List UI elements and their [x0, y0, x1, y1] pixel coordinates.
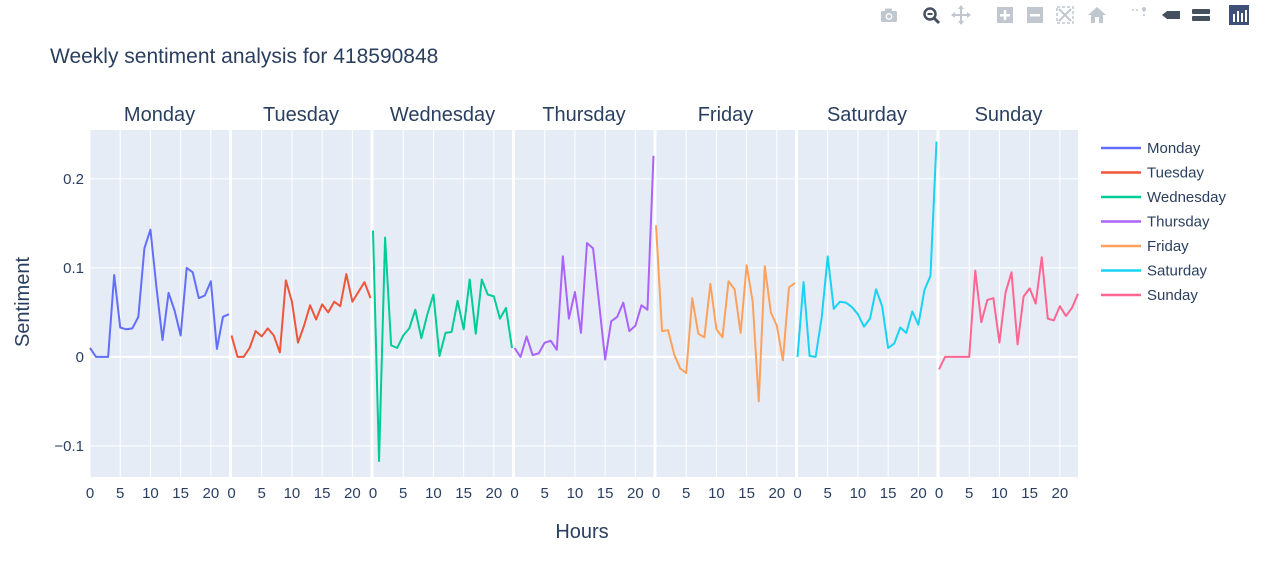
- zoom-in-icon[interactable]: [994, 4, 1016, 26]
- zoom-icon[interactable]: [920, 4, 942, 26]
- x-tick-label: 20: [1052, 485, 1069, 502]
- facet-panel-tuesday: Tuesday 0 5 10 15 20: [227, 104, 372, 502]
- x-tick-label: 20: [627, 485, 644, 502]
- legend-label: Tuesday: [1147, 165, 1204, 182]
- legend-label: Monday: [1147, 140, 1201, 157]
- x-tick-label: 10: [991, 485, 1008, 502]
- pan-icon[interactable]: [950, 4, 972, 26]
- y-tick-label: 0.2: [63, 171, 84, 188]
- plot-background: [939, 130, 1078, 477]
- x-tick-label: 0: [86, 485, 94, 502]
- x-tick-label: 20: [769, 485, 786, 502]
- autoscale-icon[interactable]: [1054, 4, 1076, 26]
- x-tick-label: 5: [541, 485, 549, 502]
- x-tick-label: 10: [142, 485, 159, 502]
- plot-background: [231, 130, 371, 477]
- legend-item-saturday[interactable]: Saturday: [1101, 263, 1208, 280]
- x-tick-label: 5: [824, 485, 832, 502]
- x-tick-label: 0: [935, 485, 943, 502]
- x-tick-label: 15: [172, 485, 189, 502]
- legend-label: Thursday: [1147, 214, 1210, 231]
- facet-panel-saturday: Saturday 0 5 10 15 20: [793, 104, 938, 502]
- home-icon[interactable]: [1086, 4, 1108, 26]
- legend-label: Saturday: [1147, 263, 1208, 280]
- facet-title-thursday: Thursday: [542, 104, 625, 126]
- y-axis-title: Sentiment: [12, 257, 34, 347]
- chart-title: Weekly sentiment analysis for 418590848: [50, 45, 438, 68]
- facet-title-friday: Friday: [698, 104, 754, 126]
- x-tick-label: 15: [314, 485, 331, 502]
- x-tick-label: 15: [738, 485, 755, 502]
- series-line-saturday[interactable]: [796, 141, 938, 358]
- x-tick-label: 15: [597, 485, 614, 502]
- x-tick-label: 10: [284, 485, 301, 502]
- legend-label: Wednesday: [1147, 189, 1226, 206]
- x-tick-label: 20: [203, 485, 220, 502]
- x-tick-label: 0: [227, 485, 235, 502]
- x-tick-label: 5: [965, 485, 973, 502]
- hover-closest-icon[interactable]: [1160, 4, 1182, 26]
- plot-background: [514, 130, 654, 477]
- x-tick-label: 15: [455, 485, 472, 502]
- x-tick-label: 0: [510, 485, 518, 502]
- x-tick-label: 0: [369, 485, 377, 502]
- x-tick-label: 5: [116, 485, 124, 502]
- series-line-wednesday[interactable]: [372, 230, 513, 462]
- series-line-thursday[interactable]: [513, 155, 655, 361]
- legend-item-monday[interactable]: Monday: [1101, 140, 1201, 157]
- facets: −0.1 0 0.1 0.2 Monday 0 5 10 15 20 Tuesday 0 5 10 15 20…: [54, 104, 1079, 502]
- x-tick-label: 10: [708, 485, 725, 502]
- legend-item-thursday[interactable]: Thursday: [1101, 214, 1210, 231]
- series-line-friday[interactable]: [655, 225, 796, 403]
- plot-background: [797, 130, 937, 477]
- facet-title-wednesday: Wednesday: [390, 104, 495, 126]
- legend-label: Sunday: [1147, 287, 1198, 304]
- plot-background: [90, 130, 229, 477]
- y-tick-label: 0: [76, 349, 84, 366]
- x-tick-label: 10: [567, 485, 584, 502]
- x-tick-label: 20: [486, 485, 503, 502]
- legend-label: Friday: [1147, 238, 1189, 255]
- x-tick-label: 5: [258, 485, 266, 502]
- series-line-tuesday[interactable]: [230, 273, 372, 358]
- x-tick-label: 5: [682, 485, 690, 502]
- facet-title-tuesday: Tuesday: [263, 104, 339, 126]
- plot-background: [373, 130, 512, 477]
- facet-title-saturday: Saturday: [827, 104, 907, 126]
- zoom-out-icon[interactable]: [1024, 4, 1046, 26]
- camera-icon[interactable]: [878, 4, 900, 26]
- x-tick-label: 15: [1021, 485, 1038, 502]
- series-line-sunday[interactable]: [938, 256, 1079, 370]
- x-tick-label: 0: [652, 485, 660, 502]
- plotly-logo-icon[interactable]: [1228, 4, 1250, 26]
- facet-panel-monday: Monday 0 5 10 15 20: [86, 104, 230, 502]
- x-axis-title: Hours: [555, 521, 608, 543]
- y-tick-label: −0.1: [54, 438, 84, 455]
- facet-panel-sunday: Sunday 0 5 10 15 20: [935, 104, 1079, 502]
- x-tick-label: 20: [344, 485, 361, 502]
- facet-panel-friday: Friday 0 5 10 15 20: [652, 104, 796, 502]
- legend-item-friday[interactable]: Friday: [1101, 238, 1189, 255]
- spike-lines-icon[interactable]: [1128, 4, 1150, 26]
- legend-item-wednesday[interactable]: Wednesday: [1101, 189, 1226, 206]
- hover-compare-icon[interactable]: [1190, 4, 1212, 26]
- x-tick-label: 15: [880, 485, 897, 502]
- facet-panel-wednesday: Wednesday 0 5 10 15 20: [369, 104, 513, 502]
- legend-item-tuesday[interactable]: Tuesday: [1101, 165, 1204, 182]
- facet-panel-thursday: Thursday 0 5 10 15 20: [510, 104, 655, 502]
- series-line-monday[interactable]: [89, 228, 230, 358]
- facet-title-sunday: Sunday: [975, 104, 1043, 126]
- legend: Monday Tuesday Wednesday Thursday Friday Satu…: [1101, 140, 1226, 304]
- y-tick-label: 0.1: [63, 260, 84, 277]
- x-tick-label: 5: [399, 485, 407, 502]
- facet-title-monday: Monday: [124, 104, 195, 126]
- x-tick-label: 0: [793, 485, 801, 502]
- x-tick-label: 10: [425, 485, 442, 502]
- x-tick-label: 10: [850, 485, 867, 502]
- modebar: [872, 4, 1262, 28]
- x-tick-label: 20: [910, 485, 927, 502]
- legend-item-sunday[interactable]: Sunday: [1101, 287, 1198, 304]
